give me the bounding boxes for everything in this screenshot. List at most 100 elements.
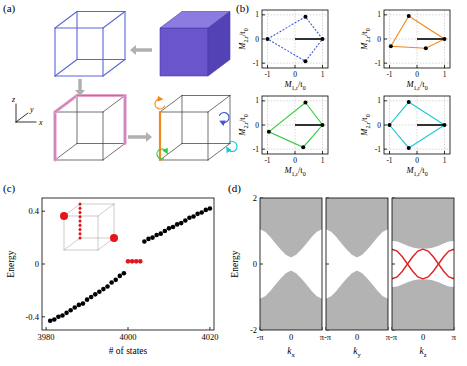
tick <box>267 151 268 154</box>
axes: -101-101M1,r/t0M2,r/t0 <box>237 10 328 91</box>
axis-label: M2,r/t0 <box>359 28 371 50</box>
tick <box>295 65 296 68</box>
point <box>64 311 69 316</box>
cube-edge <box>182 143 230 144</box>
tick-label: 0.4 <box>28 206 39 216</box>
inset-dot <box>79 203 82 206</box>
cube-edge <box>208 96 230 113</box>
tick <box>389 151 390 154</box>
tick-label: -1 <box>264 70 270 79</box>
cube-edge <box>230 96 231 144</box>
diagram-a: zyx <box>11 12 237 161</box>
inset-dot <box>79 237 82 240</box>
inset-edge <box>98 216 99 250</box>
inset-edge <box>80 238 114 239</box>
vector <box>295 38 323 40</box>
process-arrow-head <box>75 90 85 96</box>
vertex <box>303 15 307 19</box>
inset-dot <box>79 215 82 218</box>
tick <box>262 125 265 126</box>
point <box>122 271 127 276</box>
tick <box>444 65 445 68</box>
plot-frame <box>42 198 214 330</box>
hinge-edge <box>77 94 125 97</box>
bulk-band <box>260 198 322 257</box>
process-arrow-head <box>130 45 136 55</box>
vertex <box>303 101 307 105</box>
cube-edge <box>55 75 103 76</box>
point <box>187 216 192 221</box>
cube-edge <box>124 12 125 60</box>
polygon <box>391 16 445 48</box>
hinge-edge <box>55 96 77 113</box>
point <box>171 225 176 230</box>
inset-edge <box>64 250 98 251</box>
vertex <box>407 14 411 18</box>
tick-label: 0 <box>255 121 259 130</box>
vertex <box>266 37 270 41</box>
axis-label-part: 0 <box>425 85 428 91</box>
grid-line <box>384 39 450 40</box>
cube-edge <box>77 95 125 96</box>
axes: -π0π-202kxEnergy <box>230 193 325 358</box>
point <box>150 235 155 240</box>
point <box>113 278 118 283</box>
axis-label: # of states <box>109 346 148 356</box>
tick <box>128 327 129 330</box>
point <box>56 315 61 320</box>
cube-edge <box>160 160 208 161</box>
rotation-arrow <box>228 141 237 151</box>
hinge-edge-core <box>55 112 56 160</box>
tick-label: 1 <box>377 96 381 105</box>
cube-edge <box>208 144 230 161</box>
inset-dot <box>79 224 82 227</box>
tick-label: 4020 <box>201 332 218 342</box>
tick <box>262 63 265 64</box>
bulk-band <box>392 198 454 249</box>
point <box>199 210 204 215</box>
tick-label: -2 <box>250 325 257 335</box>
panel-label: (a) <box>3 2 16 15</box>
panel-label: (d) <box>228 182 241 195</box>
axis-label-part: 0 <box>243 28 249 31</box>
vector <box>417 38 445 40</box>
inset-edge <box>64 238 80 250</box>
hinge-edge-core <box>125 96 126 144</box>
triad-axis <box>16 122 36 123</box>
tick-label: -π <box>324 332 332 342</box>
tick-label: -1 <box>386 156 392 165</box>
point <box>85 297 90 302</box>
hinge-band <box>392 249 454 279</box>
tick-label: 1 <box>255 10 259 19</box>
axes: -101-101M1,r/t0M2,r/t0 <box>359 96 450 177</box>
tick-label: 0 <box>255 35 259 44</box>
grid-line <box>384 63 450 64</box>
cube-edge <box>55 96 77 113</box>
vertex <box>388 123 392 127</box>
plot-data <box>326 198 388 330</box>
point <box>48 318 53 323</box>
point <box>81 301 86 306</box>
tick <box>444 151 445 154</box>
tick <box>384 14 387 15</box>
cube-edge <box>77 59 125 60</box>
hinge-edge-core <box>55 96 77 113</box>
point <box>142 239 147 244</box>
axis-label-part: 0 <box>425 171 428 177</box>
plot-data <box>48 206 212 323</box>
tick <box>46 327 47 330</box>
point <box>93 292 98 297</box>
cube-edge <box>160 112 208 113</box>
vector <box>295 124 323 126</box>
point <box>52 317 57 322</box>
axis-label-part: 0 <box>303 85 306 91</box>
triad-label: z <box>11 95 16 104</box>
tick <box>384 39 387 40</box>
inset-dot <box>79 232 82 235</box>
cube-edge <box>125 96 126 144</box>
hinge-edge <box>53 112 56 160</box>
cube-edge <box>103 112 104 160</box>
plot-data <box>388 100 447 150</box>
point <box>195 212 200 217</box>
rotation-arrow <box>157 149 166 159</box>
